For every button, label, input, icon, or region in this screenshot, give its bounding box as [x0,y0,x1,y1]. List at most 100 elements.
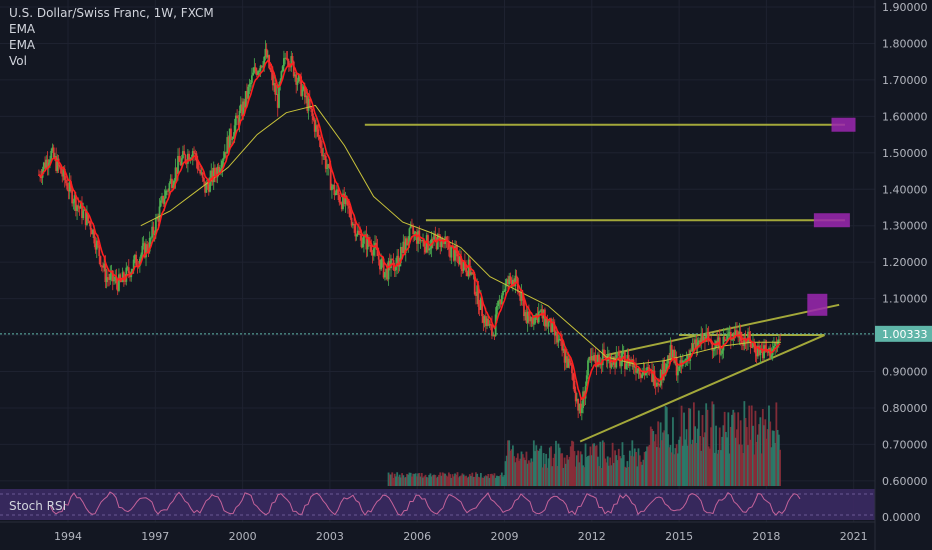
price-tick-label: 1.40000 [882,183,928,196]
candle-body [230,128,232,140]
candle-body [178,155,181,162]
candle-body [97,240,99,246]
volume-bar [689,408,692,486]
candle-body [562,348,565,351]
candle-body [44,162,46,168]
volume-bar [395,476,397,486]
candle-body [153,234,156,236]
candle-body [775,341,778,345]
candle-body [539,311,541,313]
volume-bar [493,473,496,486]
marker-boxes[interactable] [807,117,856,316]
candle-body [566,356,568,368]
volume-bar [498,476,501,486]
candle-body [491,324,493,336]
candle-body [188,153,191,161]
candle-body [88,221,91,224]
candle-body [576,399,578,402]
volume-bar [388,474,391,486]
candle-body [564,356,567,363]
candle-body [202,177,205,182]
candle-body [49,159,51,164]
candle-body [391,258,394,261]
volume-bar [728,453,731,486]
volume-bar [763,425,765,486]
candle-body [467,259,470,277]
stoch-rsi-label[interactable]: Stoch RSI [9,499,67,513]
volume-bar [446,476,449,486]
candle-body [590,356,593,361]
candle-body [318,136,321,140]
candle-body [94,243,97,250]
volume-bar [680,405,683,486]
candle-body [247,86,250,99]
candle-body [201,172,204,178]
volume-bar [514,462,517,486]
price-axis[interactable]: 1.90000 1.80000 1.70000 1.60000 1.50000 1.400… [874,0,928,550]
volume-bar [731,414,733,486]
candle-body [563,348,566,363]
candle-body [616,352,619,355]
candle-body [220,168,223,170]
candle-body [521,292,524,301]
volume-bar [726,437,729,486]
candle-body [204,181,207,193]
candle-body [301,89,304,96]
candle-body [152,226,155,235]
candle-body [712,349,715,351]
volume-bar [531,461,534,486]
volume-bar [768,405,770,486]
candle-body [339,202,342,204]
candle-body [440,238,443,248]
candle-body [262,66,264,68]
volume-bar [585,456,588,486]
candle-body [151,226,154,238]
volume-bar [472,476,475,486]
candle-body [280,71,283,81]
candle-body [290,56,293,68]
volume-bar [488,477,491,486]
volume-bar [756,434,759,486]
candle-body [186,153,189,164]
candle-body [508,276,511,285]
candle-body [169,178,172,184]
legend-ema-2[interactable]: EMA [9,38,36,52]
volume-bar [513,456,516,486]
volume-bar [447,472,450,486]
candle-body [221,160,224,169]
volume-bar [578,462,581,486]
symbol-title[interactable]: U.S. Dollar/Swiss Franc, 1W, FXCM [9,6,214,20]
candle-body [476,285,479,296]
volume-bar [616,460,619,486]
volume-bar [483,476,486,486]
candle-body [417,230,419,244]
candle-body [688,355,690,361]
volume-bar [685,429,688,486]
volume-bar [777,434,780,486]
candle-body [209,177,211,192]
candle-body [214,167,216,175]
volume-bar [462,474,465,486]
candle-body [611,363,614,365]
time-axis[interactable]: 1994 1997 2000 2003 2006 2009 2012 2015 2018 2021 [0,521,875,543]
candle-body [51,147,54,151]
legend-vol[interactable]: Vol [9,54,27,68]
volume-bar [508,440,511,486]
legend-ema-1[interactable]: EMA [9,22,36,36]
candle-body [173,180,176,186]
volume-bar [733,412,736,486]
candle-body [248,83,251,87]
drawing-tools[interactable] [0,123,875,443]
candle-body [593,355,596,361]
candle-body [83,209,86,211]
volume-bar [678,439,680,486]
candle-body [573,380,576,392]
candle-body [287,60,290,67]
candle-body [556,332,559,343]
volume-bar [694,426,697,486]
volume-bar [596,456,599,486]
volume-bar [774,443,777,486]
volume-bar [706,409,709,486]
candle-body [291,56,294,62]
